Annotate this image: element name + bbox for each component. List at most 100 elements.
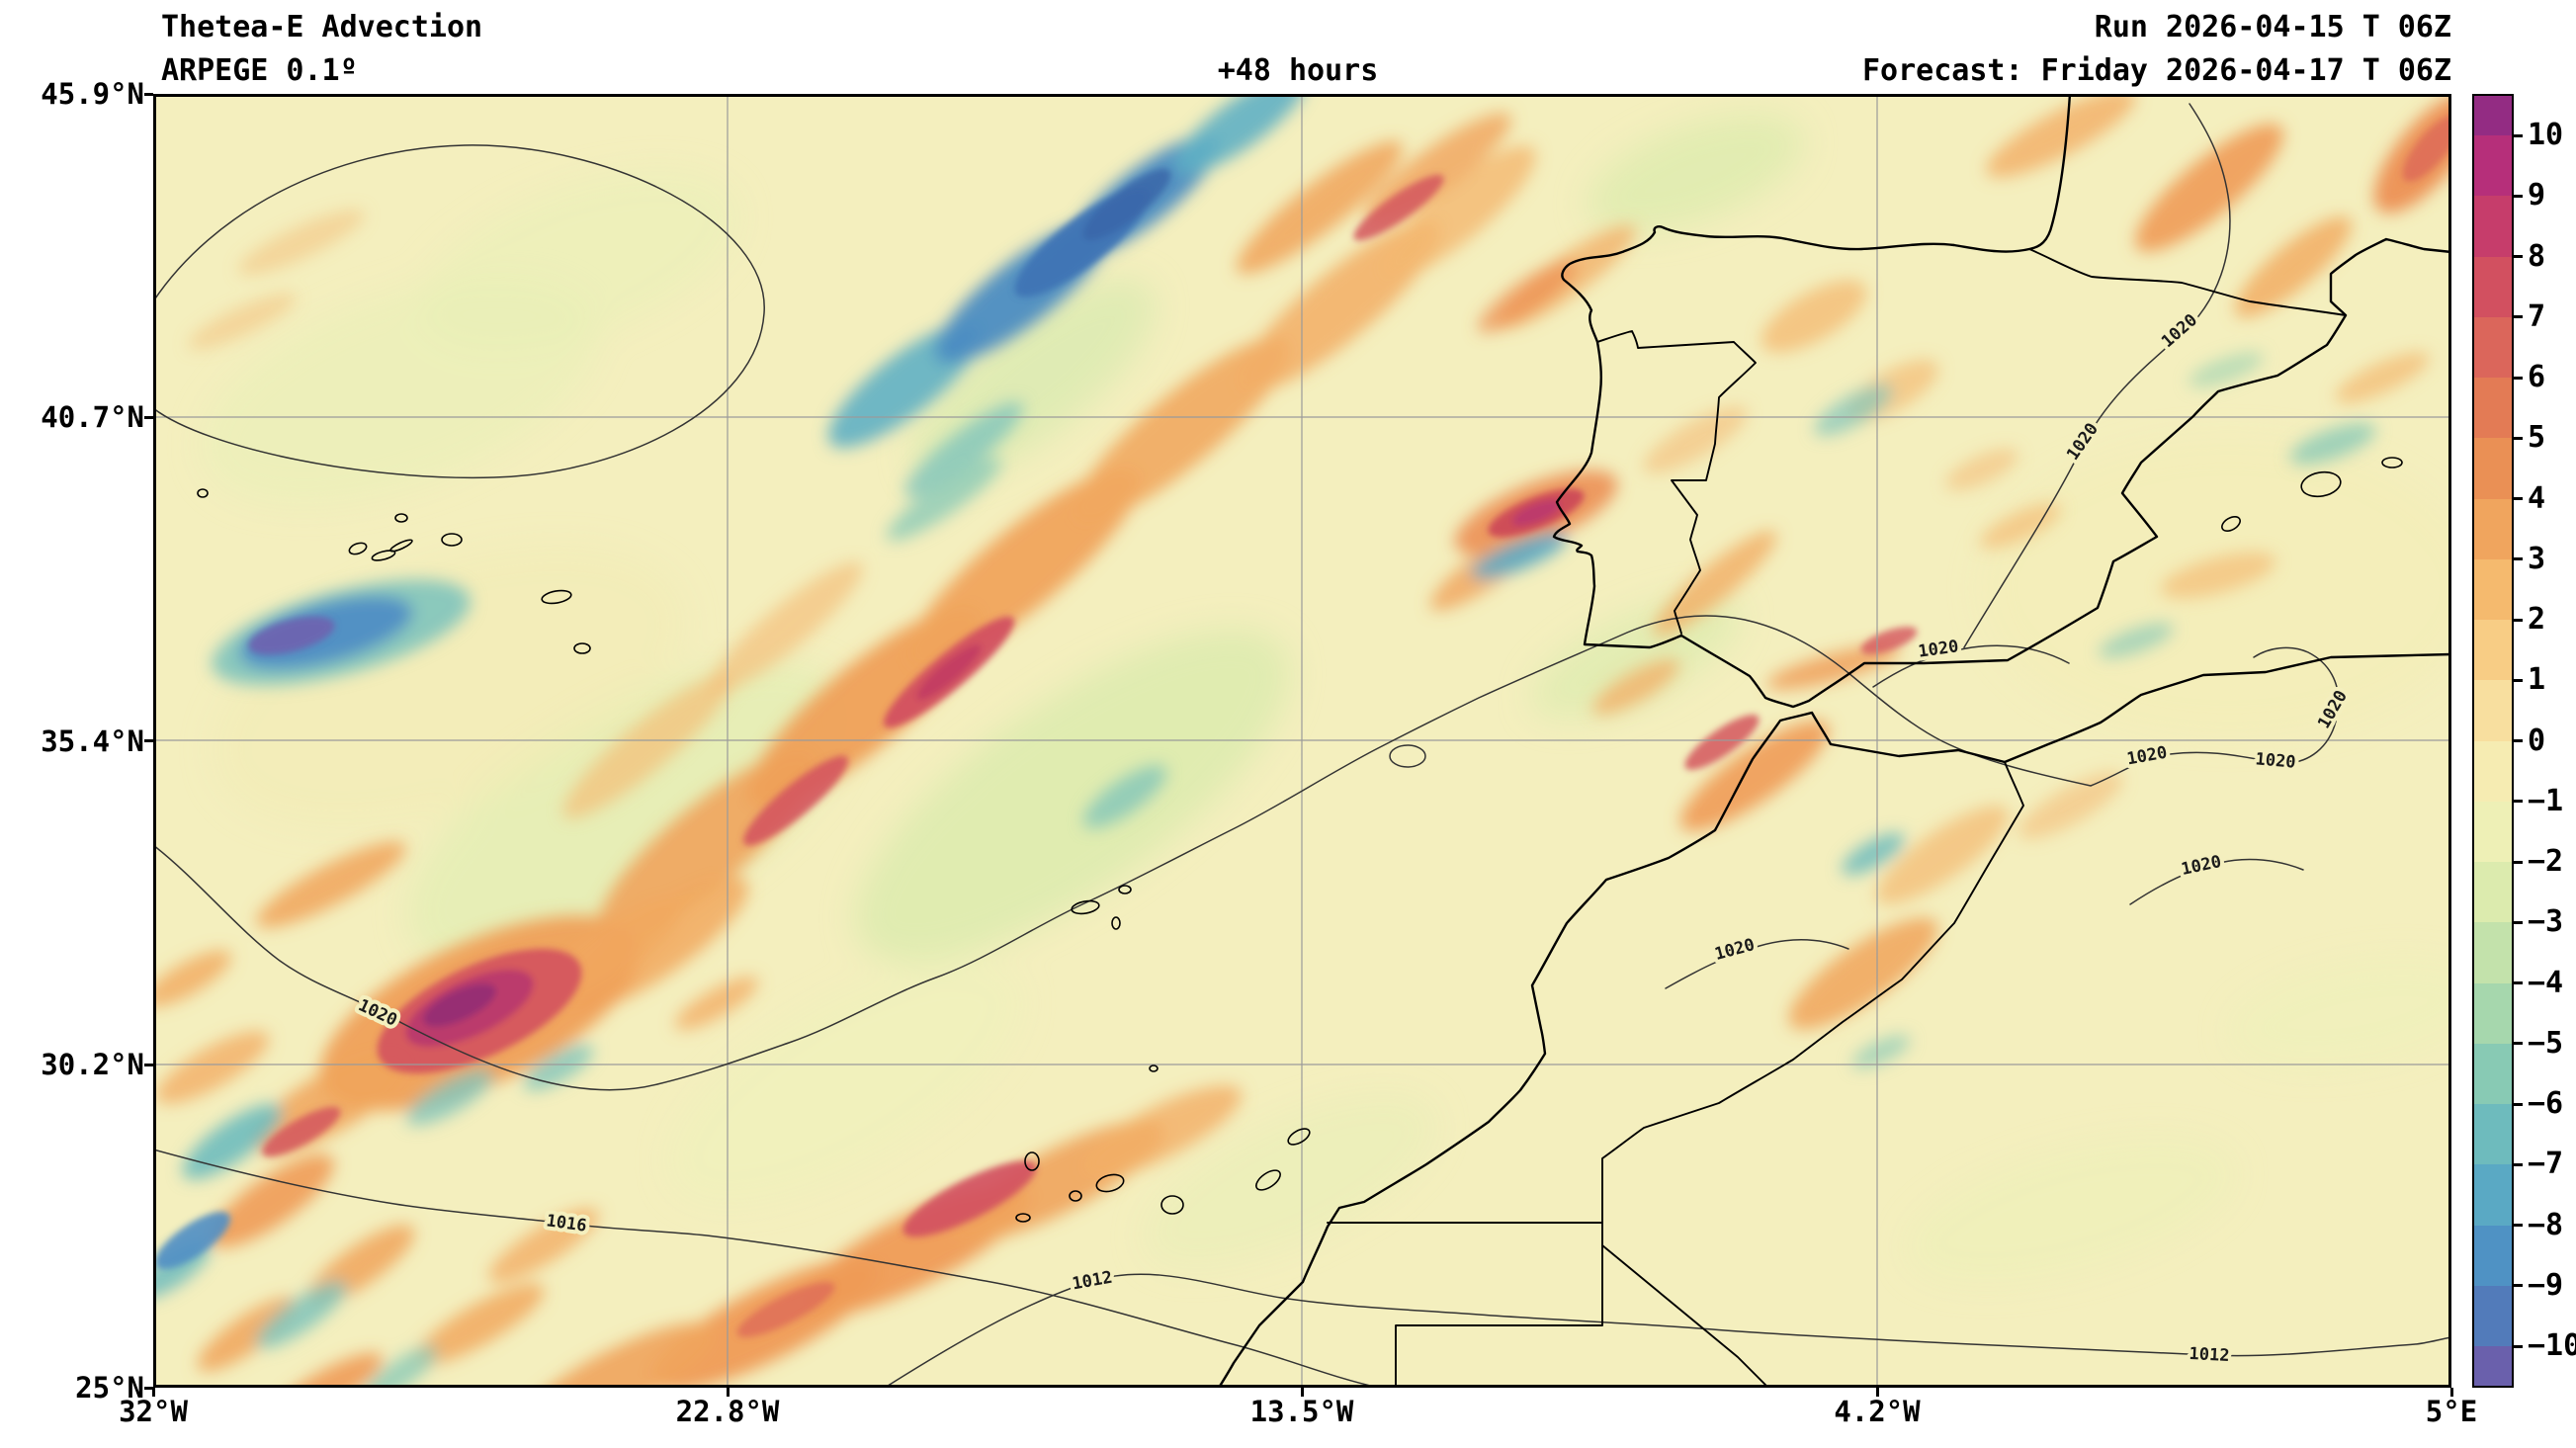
colorbar-segment: [2474, 1346, 2512, 1386]
colorbar-segment: [2474, 982, 2512, 1045]
colorbar-tick: [2514, 557, 2523, 561]
colorbar-tick-label: 9: [2528, 178, 2546, 213]
colorbar-tick: [2514, 981, 2523, 984]
colorbar-tick-label: −5: [2528, 1025, 2564, 1061]
colorbar-tick: [2514, 1284, 2523, 1288]
colorbar-segment: [2474, 801, 2512, 863]
colorbar-tick-label: −7: [2528, 1147, 2564, 1182]
axis-tick: [2450, 1388, 2453, 1397]
colorbar-tick-label: 1: [2528, 662, 2546, 698]
y-tick-label: 30.2°N: [41, 1048, 144, 1081]
y-tick-label: 45.9°N: [41, 77, 144, 111]
colorbar-segment: [2474, 135, 2512, 198]
colorbar-tick: [2514, 1042, 2523, 1046]
colorbar: [2472, 94, 2514, 1388]
colorbar-segment: [2474, 1164, 2512, 1227]
isobar-label: 1020: [2255, 749, 2297, 772]
colorbar-tick-label: −2: [2528, 844, 2564, 879]
islands: [197, 457, 2403, 1223]
colorbar-segment: [2474, 196, 2512, 258]
colorbar-tick-label: 4: [2528, 480, 2546, 516]
colorbar-segment: [2474, 256, 2512, 318]
axis-tick: [144, 416, 153, 419]
colorbar-tick: [2514, 860, 2523, 864]
axis-tick: [144, 1387, 153, 1390]
colorbar-tick: [2514, 133, 2523, 137]
colorbar-segment: [2474, 438, 2512, 500]
colorbar-tick: [2514, 920, 2523, 924]
x-tick-label: 32°W: [119, 1395, 188, 1428]
y-tick-label: 35.4°N: [41, 724, 144, 758]
colorbar-tick-label: 6: [2528, 360, 2546, 394]
colorbar-segment: [2474, 1225, 2512, 1287]
axis-tick: [144, 93, 153, 96]
x-tick-label: 5°E: [2425, 1395, 2478, 1428]
forecast-valid-label: Forecast: Friday 2026-04-17 T 06Z: [1861, 53, 2451, 88]
colorbar-tick-label: −1: [2528, 783, 2564, 818]
colorbar-tick-label: −10: [2528, 1328, 2576, 1363]
colorbar-tick-label: −8: [2528, 1207, 2564, 1242]
colorbar-segment: [2474, 96, 2512, 136]
colorbar-tick: [2514, 800, 2523, 804]
y-tick-label: 40.7°N: [41, 400, 144, 434]
colorbar-tick-label: 7: [2528, 298, 2546, 334]
colorbar-tick-label: 2: [2528, 602, 2546, 637]
x-tick-label: 22.8°W: [675, 1395, 780, 1428]
colorbar-tick: [2514, 678, 2523, 682]
colorbar-tick-label: 5: [2528, 420, 2546, 456]
colorbar-tick: [2514, 255, 2523, 258]
colorbar-tick: [2514, 1102, 2523, 1106]
colorbar-tick-label: −9: [2528, 1267, 2564, 1303]
colorbar-tick-label: 3: [2528, 541, 2546, 576]
colorbar-segment: [2474, 862, 2512, 924]
map-plot: 1020 1016 1012 1012 1020 1020 1020 1020 …: [153, 94, 2451, 1388]
colorbar-ticks: 10 9 8 7 6 5 4 3 2 1 0 −1 −2 −3 −4 −5 −6 −7 −8 −9 −10: [2514, 94, 2576, 1388]
gridlines: [153, 94, 2451, 1388]
colorbar-segment: [2474, 620, 2512, 682]
axis-tick: [144, 739, 153, 742]
lead-time-label: +48 hours: [1217, 53, 1379, 88]
colorbar-segment: [2474, 922, 2512, 984]
colorbar-tick: [2514, 436, 2523, 440]
model-label: ARPEGE 0.1º: [161, 53, 358, 88]
isobar-label: 1012: [2189, 1344, 2230, 1366]
colorbar-tick: [2514, 618, 2523, 622]
colorbar-tick-label: 8: [2528, 238, 2546, 274]
colorbar-segment: [2474, 316, 2512, 379]
colorbar-segment: [2474, 740, 2512, 803]
isobar-contours: [153, 103, 2451, 1388]
colorbar-segment: [2474, 680, 2512, 742]
colorbar-segment: [2474, 378, 2512, 440]
colorbar-segment: [2474, 1104, 2512, 1166]
colorbar-tick: [2514, 376, 2523, 380]
colorbar-segment: [2474, 1043, 2512, 1105]
y-tick-label: 25°N: [75, 1371, 144, 1405]
colorbar-tick: [2514, 497, 2523, 500]
colorbar-tick: [2514, 739, 2523, 742]
colorbar-segment: [2474, 1285, 2512, 1347]
colorbar-tick: [2514, 1344, 2523, 1348]
colorbar-segment: [2474, 498, 2512, 560]
colorbar-tick: [2514, 194, 2523, 198]
coastlines: [1217, 94, 2451, 1388]
country-borders: [1327, 248, 2347, 1388]
colorbar-tick: [2514, 1224, 2523, 1227]
colorbar-segment: [2474, 558, 2512, 621]
axis-tick: [1876, 1388, 1879, 1397]
x-tick-label: 4.2°W: [1834, 1395, 1921, 1428]
axis-tick: [152, 1388, 155, 1397]
axis-tick: [144, 1064, 153, 1066]
advection-field-cores: [155, 115, 2451, 1337]
colorbar-tick-label: −3: [2528, 904, 2564, 940]
colorbar-tick-label: 0: [2528, 723, 2546, 758]
colorbar-tick: [2514, 1162, 2523, 1166]
advection-field-tints: [203, 114, 2451, 1283]
colorbar-tick-label: 10: [2528, 118, 2564, 152]
colorbar-tick-label: −4: [2528, 965, 2564, 1000]
map-frame: [153, 94, 2451, 1388]
x-tick-label: 13.5°W: [1249, 1395, 1354, 1428]
advection-field-streaks: [153, 94, 2451, 1388]
axis-tick: [727, 1388, 730, 1397]
product-title: Thetea-E Advection: [161, 10, 483, 44]
